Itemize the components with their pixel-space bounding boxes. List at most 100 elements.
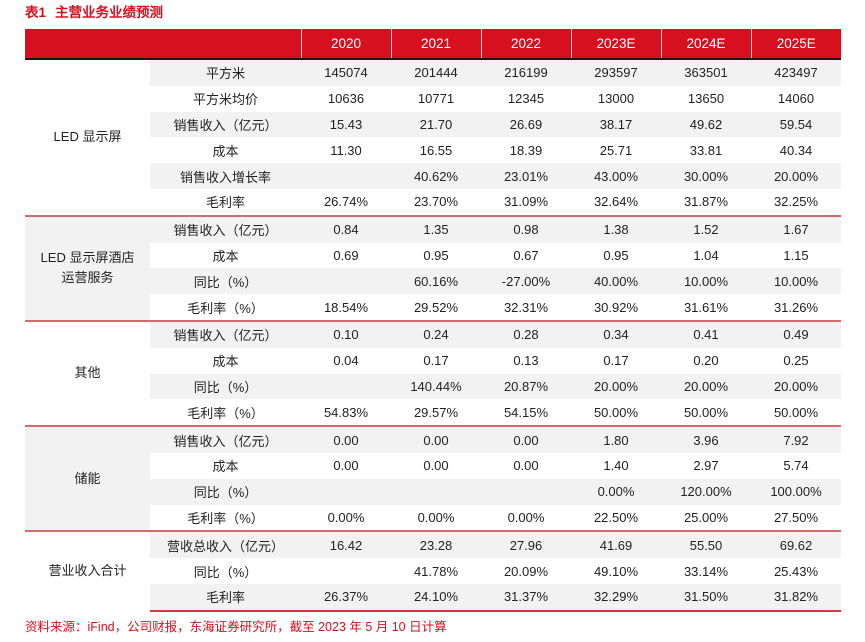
value-cell: 0.00% [391,504,481,532]
value-cell: 0.17 [391,347,481,374]
value-cell: 0.69 [301,242,391,269]
value-cell: 54.83% [301,399,391,427]
value-cell: 23.28 [391,530,481,559]
year-header: 2021 [390,29,481,60]
value-cell: 20.09% [481,558,571,584]
value-cell: 0.00 [301,452,391,479]
value-cell: 20.00% [571,373,661,400]
value-cell: 24.10% [391,583,481,612]
value-cell: 120.00% [661,478,751,505]
group-label: 营业收入合计 [25,530,150,611]
value-cell: 0.00 [391,425,481,453]
value-cell: 18.54% [301,294,391,321]
header-blank-cell [25,29,301,60]
value-cell: 1.35 [391,214,481,243]
value-cell: 5.74 [751,452,841,479]
value-cell: 26.37% [301,583,391,612]
value-cell: 0.20 [661,347,751,374]
metric-label: 成本 [150,347,301,374]
metric-label: 平方米均价 [150,85,301,112]
value-cell: 32.25% [751,188,841,216]
value-cell: 22.50% [571,504,661,532]
value-cell: 50.00% [571,399,661,427]
value-cell [301,558,391,584]
value-cell: 2.97 [661,452,751,479]
value-cell [301,373,391,400]
value-cell: 0.95 [571,242,661,269]
value-cell: 10636 [301,85,391,112]
value-cell [301,268,391,295]
value-cell: 15.43 [301,111,391,138]
value-cell: 29.52% [391,294,481,321]
value-cell: 13650 [661,85,751,112]
metric-label: 同比（%） [150,558,301,584]
value-cell: 3.96 [661,425,751,453]
value-cell: 32.64% [571,188,661,216]
metric-label: 销售收入（亿元） [150,214,301,243]
value-cell: 216199 [481,59,571,86]
value-cell: 10771 [391,85,481,112]
value-cell: 50.00% [751,399,841,427]
value-cell: 1.80 [571,425,661,453]
year-header: 2024E [660,29,751,60]
value-cell: 31.09% [481,188,571,216]
value-cell: 38.17 [571,111,661,138]
value-cell: 30.92% [571,294,661,321]
value-cell [481,478,571,505]
value-cell: 1.38 [571,214,661,243]
value-cell: 60.16% [391,268,481,295]
metric-label: 营收总收入（亿元） [150,530,301,559]
value-cell: 0.13 [481,347,571,374]
value-cell: 23.70% [391,188,481,216]
value-cell: 0.28 [481,319,571,348]
value-cell: 11.30 [301,137,391,164]
value-cell: -27.00% [481,268,571,295]
value-cell: 0.41 [661,319,751,348]
value-cell: 31.26% [751,294,841,321]
metric-label: 毛利率（%） [150,294,301,321]
value-cell: 0.24 [391,319,481,348]
metric-label: 销售收入（亿元） [150,111,301,138]
metric-label: 成本 [150,452,301,479]
metric-label: 平方米 [150,59,301,86]
table-title: 表1 主营业务业绩预测 [25,5,841,21]
value-cell: 0.00% [571,478,661,505]
group-label: LED 显示屏酒店运营服务 [25,214,150,321]
metric-label: 销售收入增长率 [150,163,301,189]
value-cell: 30.00% [661,163,751,189]
value-cell: 0.00 [391,452,481,479]
value-cell: 25.43% [751,558,841,584]
metric-label: 毛利率 [150,188,301,216]
value-cell: 1.04 [661,242,751,269]
value-cell [301,163,391,189]
value-cell: 31.82% [751,583,841,612]
value-cell: 40.34 [751,137,841,164]
value-cell: 40.00% [571,268,661,295]
metric-label: 毛利率 [150,583,301,612]
value-cell: 0.17 [571,347,661,374]
value-cell: 0.00% [301,504,391,532]
value-cell: 293597 [571,59,661,86]
value-cell: 1.67 [751,214,841,243]
value-cell: 32.31% [481,294,571,321]
value-cell: 21.70 [391,111,481,138]
value-cell: 0.25 [751,347,841,374]
value-cell: 13000 [571,85,661,112]
year-header: 2020 [300,29,391,60]
metric-label: 销售收入（亿元） [150,319,301,348]
group-label: 其他 [25,319,150,427]
value-cell: 363501 [661,59,751,86]
value-cell: 0.04 [301,347,391,374]
value-cell: 14060 [751,85,841,112]
value-cell: 0.98 [481,214,571,243]
value-cell: 423497 [751,59,841,86]
table-title-text: 主营业务业绩预测 [55,5,164,20]
value-cell: 1.52 [661,214,751,243]
value-cell: 20.00% [751,373,841,400]
value-cell: 29.57% [391,399,481,427]
value-cell: 25.00% [661,504,751,532]
forecast-table: 2020 2021 2022 2023E 2024E 2025E LED 显示屏 平方米 145… [25,29,841,612]
value-cell: 27.50% [751,504,841,532]
value-cell: 20.87% [481,373,571,400]
